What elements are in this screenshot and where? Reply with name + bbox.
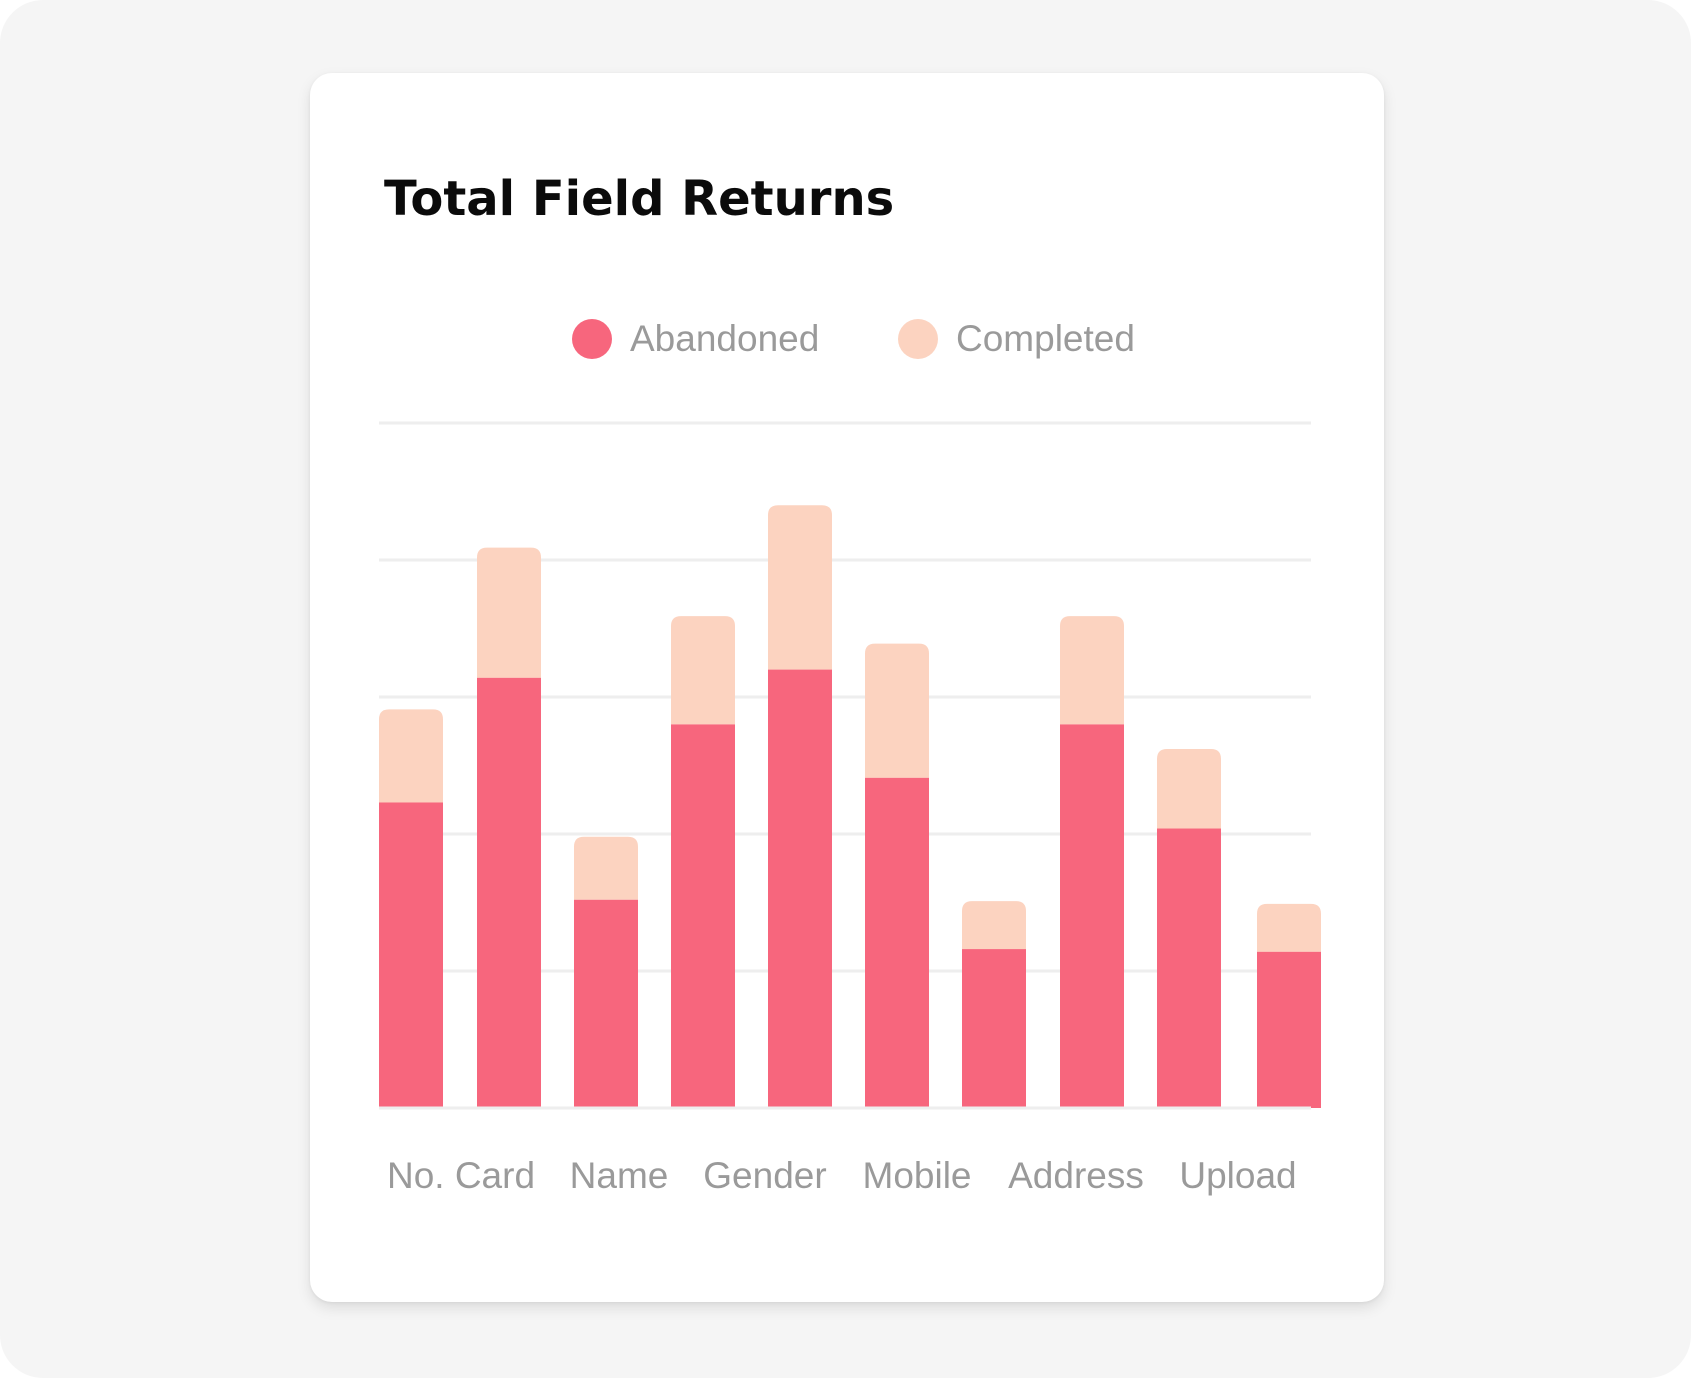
x-tick-label: Upload xyxy=(1179,1155,1296,1196)
bar-abandoned-5 xyxy=(865,777,929,1108)
bar-completed-7 xyxy=(1060,616,1124,725)
legend-label-completed: Completed xyxy=(956,318,1135,359)
legend-dot-abandoned-icon xyxy=(572,319,612,359)
bar-completed-1 xyxy=(477,547,541,678)
bar-abandoned-2 xyxy=(574,899,638,1108)
bar-completed-0 xyxy=(379,709,443,803)
bar-abandoned-9 xyxy=(1257,951,1321,1108)
bar-completed-8 xyxy=(1157,749,1221,829)
bar-abandoned-6 xyxy=(962,949,1026,1108)
legend-label-abandoned: Abandoned xyxy=(630,318,820,359)
x-tick-label: Name xyxy=(570,1155,669,1196)
bar-abandoned-8 xyxy=(1157,828,1221,1108)
bar-completed-2 xyxy=(574,836,638,900)
bar-abandoned-3 xyxy=(671,724,735,1108)
legend-item-abandoned[interactable]: Abandoned xyxy=(572,309,819,369)
bar-completed-4 xyxy=(768,505,832,670)
x-tick-label: Mobile xyxy=(863,1155,972,1196)
stacked-bar-chart: No. Card Name Gender Mobile Address Upload xyxy=(379,421,1321,1196)
x-tick-label: No. Card xyxy=(387,1155,535,1196)
bar-completed-6 xyxy=(962,901,1026,950)
bar-completed-9 xyxy=(1257,903,1321,952)
bar-abandoned-7 xyxy=(1060,724,1124,1108)
legend-item-completed[interactable]: Completed xyxy=(898,309,1135,369)
chart-card: Total Field Returns Abandoned Completed … xyxy=(310,73,1384,1302)
bar-abandoned-0 xyxy=(379,802,443,1108)
bar-abandoned-1 xyxy=(477,677,541,1108)
bar-completed-3 xyxy=(671,616,735,725)
bar-abandoned-4 xyxy=(768,669,832,1108)
x-tick-label: Gender xyxy=(703,1155,826,1196)
legend-dot-completed-icon xyxy=(898,319,938,359)
x-tick-label: Address xyxy=(1008,1155,1144,1196)
bar-completed-5 xyxy=(865,643,929,778)
chart-title: Total Field Returns xyxy=(384,171,895,227)
